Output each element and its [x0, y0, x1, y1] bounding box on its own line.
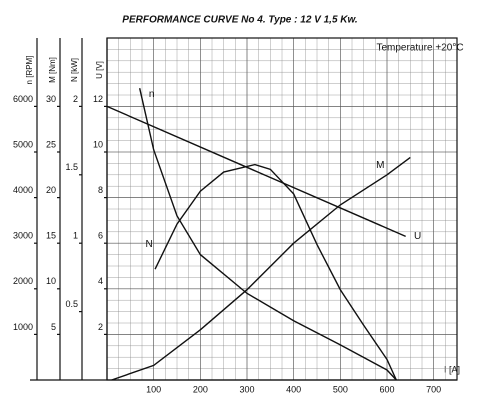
y-tick-label: 2 — [73, 94, 78, 104]
x-tick-label: 300 — [239, 384, 254, 394]
series-label: M — [376, 160, 384, 171]
y-tick-label: 0.5 — [65, 299, 78, 309]
y-tick-label: 5 — [51, 322, 56, 332]
y-tick-label: 6 — [98, 231, 103, 241]
y-tick-label: 5000 — [13, 139, 33, 149]
x-tick-label: 500 — [333, 384, 348, 394]
series-label: U — [414, 231, 421, 242]
x-tick-label: 600 — [379, 384, 394, 394]
series-label: n — [149, 89, 155, 100]
y-axis-label: N [kW] — [70, 58, 79, 82]
x-tick-label: 100 — [146, 384, 161, 394]
y-axis-label: n [RPM] — [25, 56, 34, 85]
y-tick-label: 4 — [98, 276, 103, 286]
y-tick-label: 2 — [98, 322, 103, 332]
y-tick-label: 2000 — [13, 276, 33, 286]
annotation: Temperature +20°C — [376, 43, 463, 54]
curve — [106, 105, 406, 238]
y-tick-label: 15 — [46, 231, 56, 241]
series-label: N — [145, 239, 152, 250]
curve — [111, 156, 411, 381]
y-tick-label: 20 — [46, 185, 56, 195]
chart-title: PERFORMANCE CURVE No 4. Type : 12 V 1,5 … — [122, 15, 357, 26]
x-tick-label: 400 — [286, 384, 301, 394]
y-tick-label: 30 — [46, 94, 56, 104]
y-tick-label: 1000 — [13, 322, 33, 332]
y-tick-label: 3000 — [13, 231, 33, 241]
curve — [138, 88, 397, 381]
y-tick-label: 10 — [46, 276, 56, 286]
y-tick-label: 1.5 — [65, 162, 78, 172]
y-axis-label: U [V] — [95, 61, 104, 79]
x-tick-label: 200 — [193, 384, 208, 394]
y-tick-label: 4000 — [13, 185, 33, 195]
y-tick-label: 12 — [93, 94, 103, 104]
y-tick-label: 8 — [98, 185, 103, 195]
y-tick-label: 1 — [73, 231, 78, 241]
y-axis-label: M [Nm] — [48, 57, 57, 83]
x-tick-label: 700 — [426, 384, 441, 394]
y-tick-label: 6000 — [13, 94, 33, 104]
curve — [154, 163, 397, 381]
x-axis-label: I [A] — [444, 364, 460, 374]
y-tick-label: 10 — [93, 139, 103, 149]
y-tick-label: 25 — [46, 139, 56, 149]
